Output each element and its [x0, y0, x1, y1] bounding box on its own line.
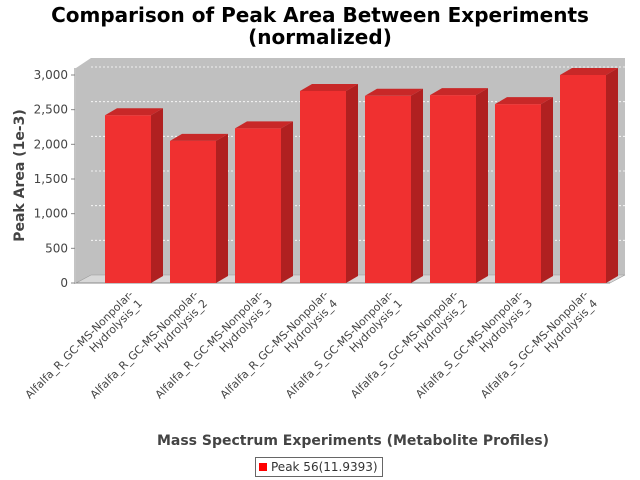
bar-side: [541, 97, 553, 284]
bar: [365, 95, 411, 283]
bar: [170, 140, 216, 283]
y-tick-label: 3,000: [34, 68, 68, 82]
bar-top: [365, 88, 423, 96]
x-axis-label: Mass Spectrum Experiments (Metabolite Pr…: [157, 433, 549, 449]
bar-top: [300, 83, 358, 91]
legend: Peak 56(11.9393): [255, 457, 383, 477]
bar-top: [235, 121, 293, 129]
bar: [560, 75, 606, 283]
bar-top: [170, 133, 228, 141]
legend-swatch: [259, 463, 267, 471]
legend-label: Peak 56(11.9393): [271, 460, 378, 474]
bar-side: [476, 88, 488, 284]
bar-side: [151, 108, 163, 283]
bar: [300, 90, 346, 284]
y-tick-label: 2,000: [34, 137, 68, 151]
bar-top: [495, 97, 553, 105]
bar: [495, 104, 541, 284]
bar: [430, 95, 476, 284]
bar: [105, 115, 151, 283]
y-axis-label: Peak Area (1e-3): [12, 109, 28, 242]
bar-side: [346, 83, 358, 283]
bar: [235, 128, 281, 283]
y-tick-label: 1,500: [34, 172, 68, 186]
y-tick-label: 500: [45, 241, 68, 255]
chart-title-line2: (normalized): [248, 25, 392, 49]
bar-side: [216, 133, 228, 283]
y-tick-label: 1,000: [34, 207, 68, 221]
chart-title-line1: Comparison of Peak Area Between Experime…: [51, 3, 589, 27]
bar-top: [430, 88, 488, 96]
y-tick-label: 2,500: [34, 103, 68, 117]
y-tick-label: 0: [60, 276, 68, 290]
bar-top: [105, 108, 163, 116]
bar-side: [281, 121, 293, 284]
bar-side: [606, 68, 618, 283]
x-tick-label: Alfalfa_R_GC-MS-Nonpolar-: [23, 288, 136, 401]
bar-side: [411, 88, 423, 283]
bar-top: [560, 68, 618, 75]
